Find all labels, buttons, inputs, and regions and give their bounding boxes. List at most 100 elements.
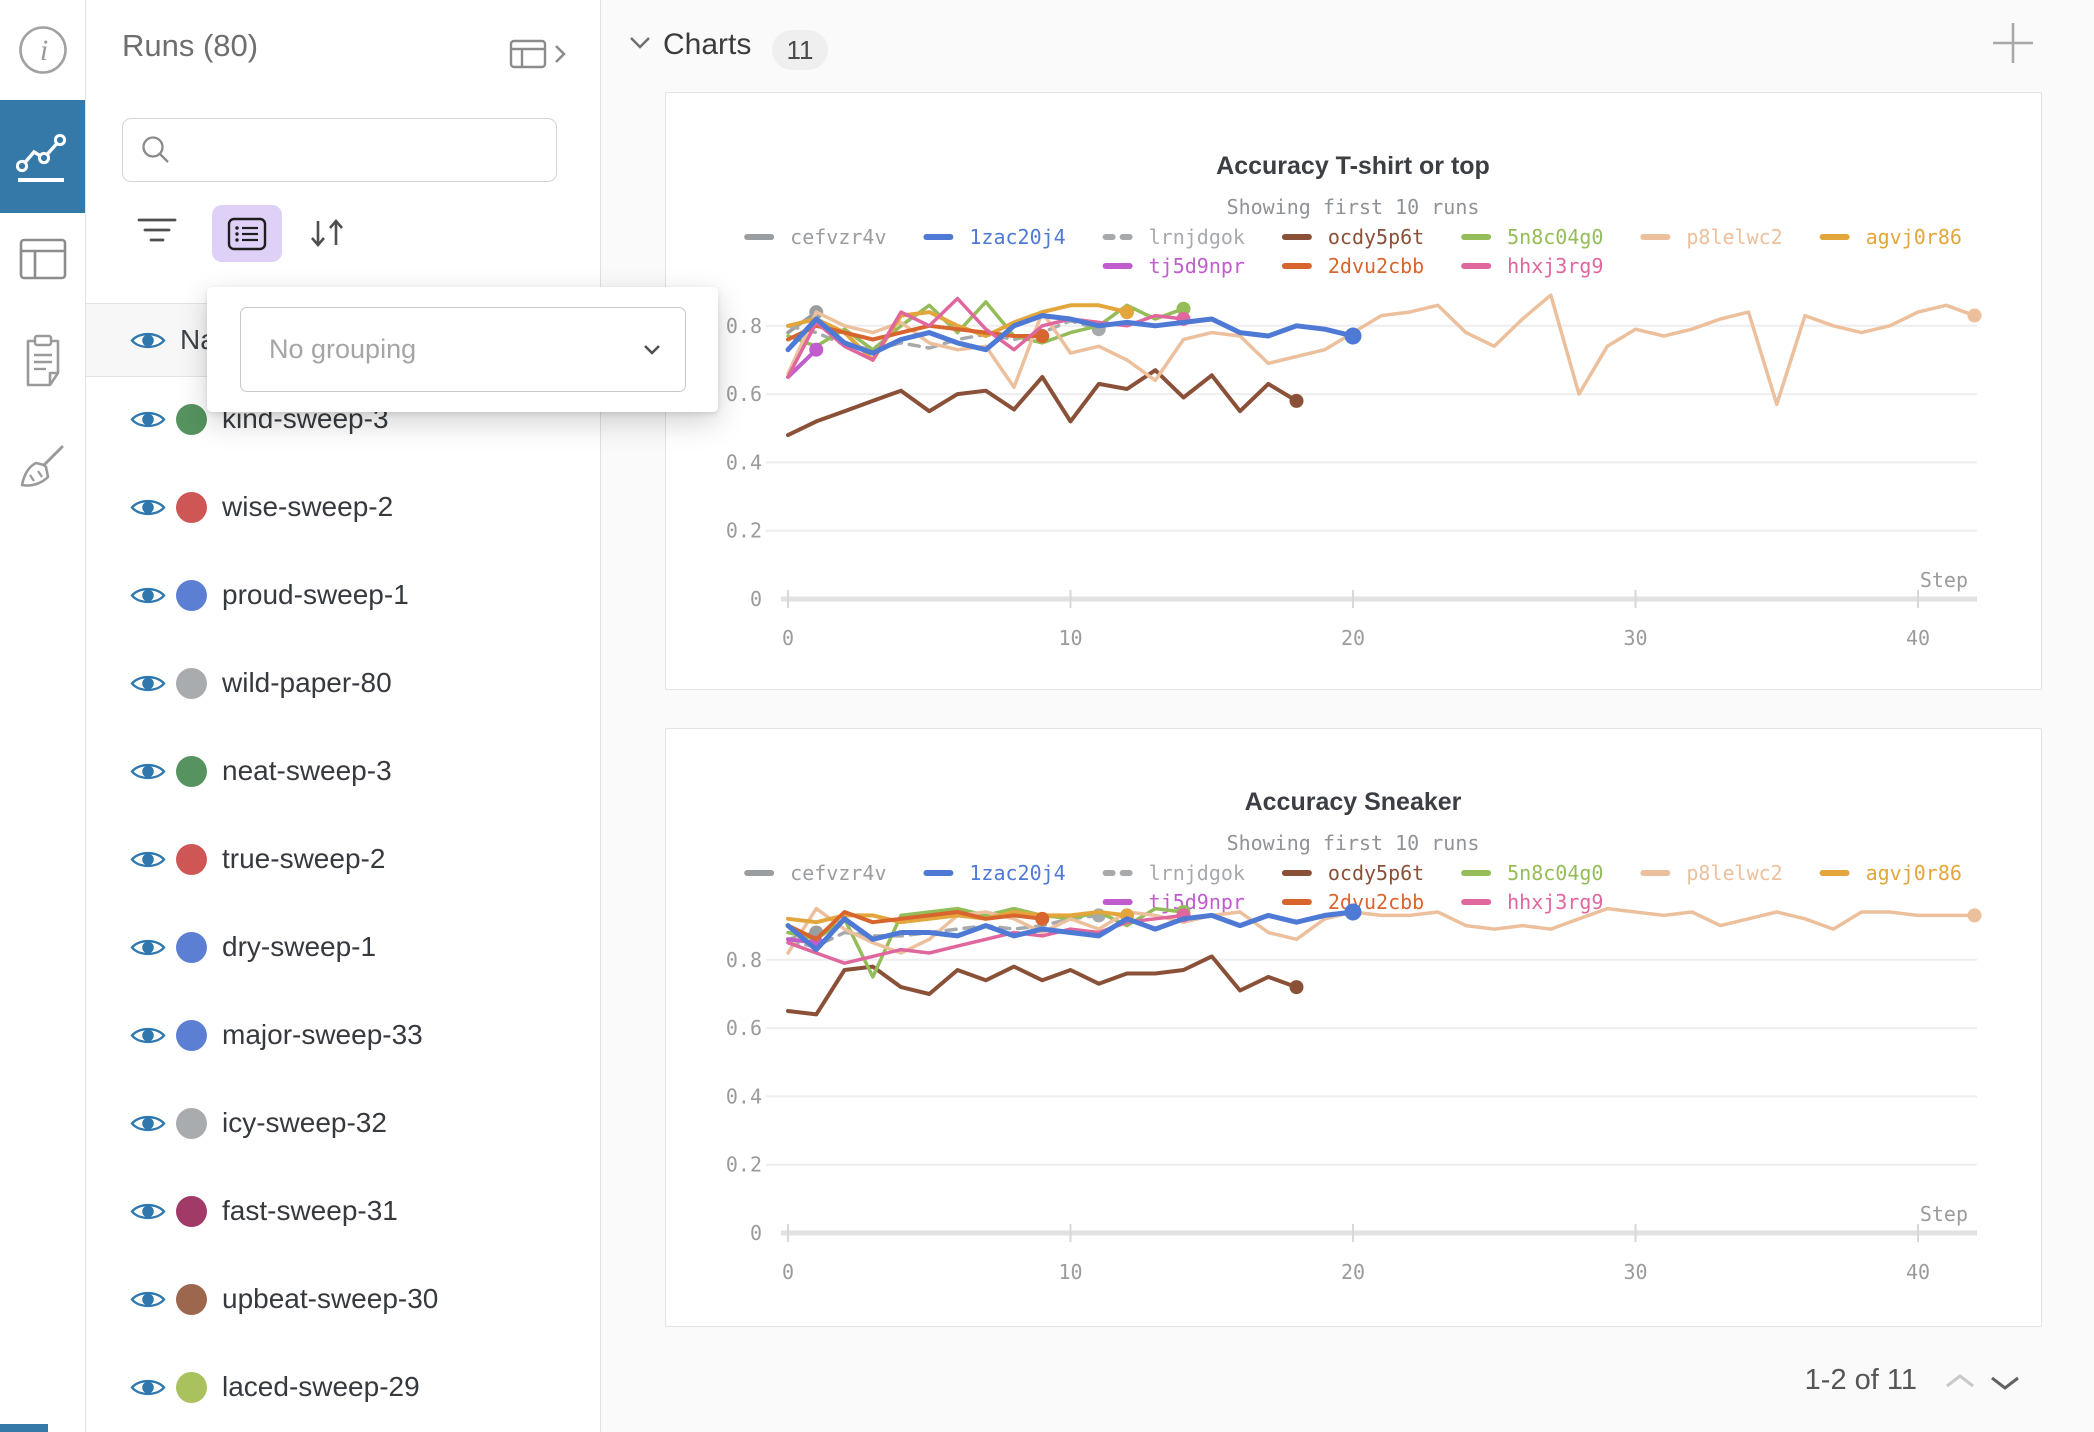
chevron-down-icon (630, 37, 650, 49)
svg-text:lrnjdgok: lrnjdgok (1149, 225, 1245, 249)
svg-text:cefvzr4v: cefvzr4v (790, 225, 886, 249)
search-icon (142, 136, 169, 163)
run-row[interactable]: dry-sweep-1 (85, 903, 600, 991)
plus-icon (1993, 23, 2033, 63)
svg-text:tj5d9npr: tj5d9npr (1149, 254, 1245, 278)
run-color-dot (176, 1195, 207, 1227)
run-name: wild-paper-80 (222, 667, 392, 698)
svg-text:0.4: 0.4 (726, 450, 762, 474)
toggle-all-visibility[interactable] (130, 328, 166, 353)
rail-item-notes[interactable] (0, 330, 85, 392)
run-name: laced-sweep-29 (222, 1371, 420, 1402)
run-visibility-toggle[interactable] (130, 935, 166, 960)
run-row[interactable]: wise-sweep-2 (85, 463, 600, 551)
next-page-button[interactable] (1987, 1372, 2023, 1395)
run-row[interactable]: true-sweep-2 (85, 815, 600, 903)
svg-text:0.4: 0.4 (726, 1084, 762, 1108)
svg-text:0: 0 (782, 626, 794, 650)
line-chart: Accuracy Sneaker Showing first 10 runs cef… (726, 788, 1982, 1284)
run-color-dot (176, 667, 207, 699)
svg-text:ocdy5p6t: ocdy5p6t (1328, 861, 1424, 885)
run-color-dot (176, 491, 207, 523)
run-row[interactable]: major-sweep-33 (85, 991, 600, 1079)
eye-icon (130, 939, 166, 955)
runs-title: Runs (80) (122, 28, 259, 63)
group-button-active[interactable] (212, 205, 282, 262)
collapse-section-button[interactable] (629, 36, 651, 54)
run-row[interactable]: icy-sweep-32 (85, 1079, 600, 1167)
run-color-dot (176, 931, 207, 963)
svg-text:0.8: 0.8 (726, 948, 762, 972)
run-visibility-toggle[interactable] (130, 759, 166, 784)
run-visibility-toggle[interactable] (130, 1199, 166, 1224)
run-row[interactable]: fast-sweep-31 (85, 1167, 600, 1255)
run-name: true-sweep-2 (222, 843, 386, 874)
charts-area: Charts 11 Accuracy T-shirt or top Showing… (600, 0, 2094, 1432)
svg-text:Accuracy T-shirt or top: Accuracy T-shirt or top (1216, 152, 1490, 180)
sort-button[interactable] (306, 216, 350, 255)
chart-panel-accuracy-tshirt[interactable]: Accuracy T-shirt or top Showing first 10 … (665, 92, 2042, 690)
svg-text:10: 10 (1058, 1260, 1082, 1284)
svg-text:40: 40 (1906, 1260, 1930, 1284)
svg-text:hhxj3rg9: hhxj3rg9 (1507, 254, 1603, 278)
svg-text:1zac20j4: 1zac20j4 (969, 225, 1065, 249)
run-color-dot (176, 843, 207, 875)
run-name: proud-sweep-1 (222, 579, 409, 610)
run-name: neat-sweep-3 (222, 755, 392, 786)
svg-text:20: 20 (1341, 1260, 1365, 1284)
add-panel-button[interactable] (1973, 3, 2053, 83)
svg-text:10: 10 (1058, 626, 1082, 650)
svg-text:5n8c04g0: 5n8c04g0 (1507, 861, 1603, 885)
svg-text:40: 40 (1906, 626, 1930, 650)
svg-text:20: 20 (1341, 626, 1365, 650)
grouping-select[interactable]: No grouping (240, 307, 686, 392)
svg-text:5n8c04g0: 5n8c04g0 (1507, 225, 1603, 249)
clipboard-icon (26, 334, 59, 387)
eye-icon (130, 499, 166, 515)
previous-page-button[interactable] (1942, 1372, 1978, 1395)
eye-icon (130, 1203, 166, 1219)
svg-text:0: 0 (782, 1260, 794, 1284)
svg-text:0.6: 0.6 (726, 1016, 762, 1040)
run-row[interactable]: laced-sweep-29 (85, 1343, 600, 1431)
svg-text:Showing first 10 runs: Showing first 10 runs (1227, 195, 1480, 219)
run-visibility-toggle[interactable] (130, 1287, 166, 1312)
run-visibility-toggle[interactable] (130, 847, 166, 872)
rail-item-sweep[interactable] (0, 438, 85, 500)
run-visibility-toggle[interactable] (130, 1111, 166, 1136)
run-visibility-toggle[interactable] (130, 1375, 166, 1400)
eye-icon (130, 1115, 166, 1131)
runs-sidebar: Runs (80) (85, 0, 718, 1432)
chart-pagination: 1-2 of 11 (600, 1350, 2037, 1414)
eye-icon (130, 411, 166, 427)
rail-item-table[interactable] (0, 232, 85, 286)
rail-item-info[interactable]: i (0, 22, 85, 78)
rail-item-charts[interactable] (0, 100, 85, 213)
svg-text:0.8: 0.8 (726, 314, 762, 338)
grouping-popup: No grouping (207, 287, 718, 412)
svg-text:2dvu2cbb: 2dvu2cbb (1328, 254, 1424, 278)
eye-icon (130, 587, 166, 603)
chart-panel-accuracy-sneaker[interactable]: Accuracy Sneaker Showing first 10 runs cef… (665, 728, 2042, 1327)
svg-text:Accuracy Sneaker: Accuracy Sneaker (1245, 788, 1462, 816)
run-visibility-toggle[interactable] (130, 583, 166, 608)
svg-text:agvj0r86: agvj0r86 (1866, 861, 1962, 885)
search-input[interactable] (187, 133, 542, 167)
run-color-dot (176, 1283, 207, 1315)
eye-icon (130, 1379, 166, 1395)
chevron-down-icon (644, 345, 660, 355)
run-row[interactable]: upbeat-sweep-30 (85, 1255, 600, 1343)
run-color-dot (176, 1019, 207, 1051)
run-visibility-toggle[interactable] (130, 1023, 166, 1048)
filter-button[interactable] (135, 216, 179, 251)
run-visibility-toggle[interactable] (130, 671, 166, 696)
run-row[interactable]: proud-sweep-1 (85, 551, 600, 639)
run-visibility-toggle[interactable] (130, 407, 166, 432)
svg-text:Step: Step (1920, 568, 1968, 592)
run-row[interactable]: neat-sweep-3 (85, 727, 600, 815)
run-row[interactable]: wild-paper-80 (85, 639, 600, 727)
eye-icon (130, 851, 166, 867)
expand-table-button[interactable] (508, 36, 572, 77)
run-visibility-toggle[interactable] (130, 495, 166, 520)
